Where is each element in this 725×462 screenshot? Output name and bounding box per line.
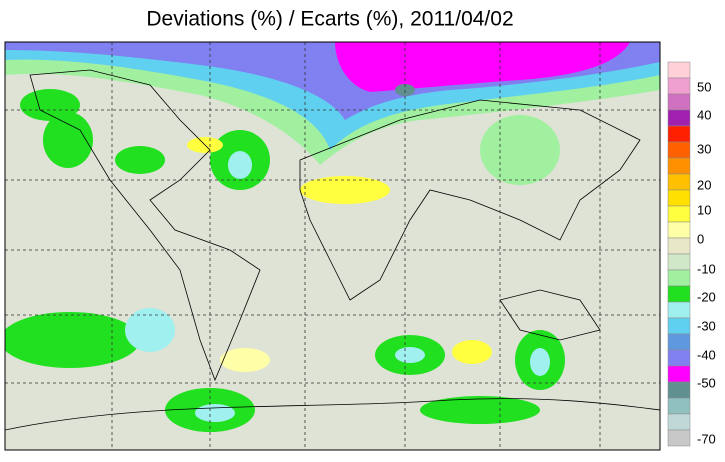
colorbar-swatch	[667, 413, 691, 431]
colorbar-swatch	[667, 381, 691, 399]
colorbar-swatch	[667, 77, 691, 95]
colorbar-label: 10	[697, 202, 711, 217]
colorbar-label: -20	[697, 289, 716, 304]
colorbar: 50 40 30 20 10 0 -10 -20 -30 -40 -50 -70	[667, 61, 716, 447]
title: Deviations (%) / Ecarts (%), 2011/04/02	[146, 8, 513, 31]
colorbar-swatch	[667, 317, 691, 335]
colorbar-swatch	[667, 237, 691, 255]
colorbar-label: -10	[697, 261, 716, 276]
colorbar-swatch	[667, 429, 691, 447]
colorbar-label: -50	[697, 375, 716, 390]
colorbar-swatch	[667, 173, 691, 191]
colorbar-swatch	[667, 157, 691, 175]
colorbar-swatch	[667, 349, 691, 367]
colorbar-swatch	[667, 109, 691, 127]
colorbar-label: 0	[697, 231, 704, 246]
colorbar-label: 50	[697, 79, 711, 94]
colorbar-label: 20	[697, 177, 711, 192]
colorbar-swatch	[667, 397, 691, 415]
colorbar-swatch	[667, 333, 691, 351]
colorbar-swatch	[667, 301, 691, 319]
colorbar-swatch	[667, 93, 691, 111]
colorbar-label: -30	[697, 318, 716, 333]
colorbar-swatch	[667, 61, 691, 79]
colorbar-swatch	[667, 269, 691, 287]
colorbar-label: 40	[697, 107, 711, 122]
colorbar-swatch	[667, 141, 691, 159]
colorbar-label: -70	[697, 431, 716, 446]
colorbar-swatch	[667, 189, 691, 207]
colorbar-swatch	[667, 365, 691, 383]
colorbar-label: -40	[697, 347, 716, 362]
colorbar-swatch	[667, 253, 691, 271]
colorbar-swatch	[667, 125, 691, 143]
colorbar-label: 30	[697, 141, 711, 156]
colorbar-swatch	[667, 221, 691, 239]
colorbar-swatch	[667, 205, 691, 223]
colorbar-swatch	[667, 285, 691, 303]
map	[4, 41, 661, 451]
